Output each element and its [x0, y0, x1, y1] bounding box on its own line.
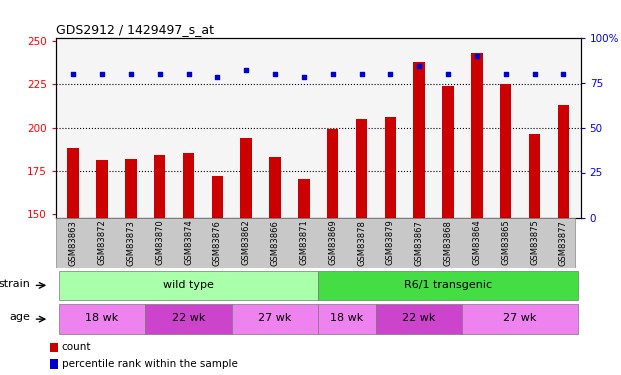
Point: [328, 70, 338, 76]
Text: 22 wk: 22 wk: [402, 314, 436, 324]
Bar: [376, 304, 463, 334]
Bar: [96, 160, 108, 218]
Bar: [270, 157, 281, 218]
Text: 18 wk: 18 wk: [330, 314, 364, 324]
Bar: [212, 176, 223, 218]
Bar: [125, 159, 137, 218]
Bar: [183, 153, 194, 218]
Point: [241, 67, 251, 73]
Text: percentile rank within the sample: percentile rank within the sample: [61, 359, 237, 369]
Text: GSM83878: GSM83878: [357, 220, 366, 266]
Bar: [68, 148, 79, 217]
Text: GSM83872: GSM83872: [97, 220, 107, 266]
Point: [97, 70, 107, 76]
Text: GSM83874: GSM83874: [184, 220, 193, 266]
Bar: [558, 105, 569, 218]
Text: GSM83863: GSM83863: [69, 220, 78, 266]
Text: GSM83877: GSM83877: [559, 220, 568, 266]
Bar: [318, 270, 578, 300]
Point: [356, 70, 366, 76]
Text: R6/1 transgenic: R6/1 transgenic: [404, 280, 492, 290]
Point: [184, 70, 194, 76]
Bar: [154, 155, 165, 218]
Point: [126, 70, 136, 76]
Text: age: age: [10, 312, 31, 322]
Text: wild type: wild type: [163, 280, 214, 290]
Point: [472, 53, 482, 58]
Text: GSM83865: GSM83865: [501, 220, 510, 266]
Bar: [384, 117, 396, 218]
Bar: [356, 119, 367, 218]
Point: [68, 70, 78, 76]
Bar: [59, 270, 318, 300]
Bar: [442, 86, 454, 218]
Text: GSM83870: GSM83870: [155, 220, 164, 266]
Text: GSM83862: GSM83862: [242, 220, 251, 266]
Point: [530, 70, 540, 76]
Bar: [59, 304, 145, 334]
Bar: [298, 179, 310, 218]
Bar: [414, 62, 425, 217]
Text: count: count: [61, 342, 91, 352]
Point: [443, 70, 453, 76]
Point: [270, 70, 280, 76]
Text: GSM83873: GSM83873: [126, 220, 135, 266]
Bar: [463, 304, 578, 334]
Bar: [471, 53, 483, 217]
Point: [414, 63, 424, 69]
Text: 22 wk: 22 wk: [172, 314, 205, 324]
Text: 27 wk: 27 wk: [258, 314, 292, 324]
Bar: [500, 84, 512, 218]
Text: GSM83879: GSM83879: [386, 220, 395, 266]
Bar: [528, 134, 540, 218]
Bar: [240, 138, 252, 218]
Point: [212, 74, 222, 80]
Bar: [145, 304, 232, 334]
Text: GSM83869: GSM83869: [328, 220, 337, 266]
Text: strain: strain: [0, 279, 31, 289]
Bar: [327, 129, 338, 218]
Point: [501, 70, 510, 76]
Text: GSM83876: GSM83876: [213, 220, 222, 266]
Point: [386, 70, 396, 76]
Text: GSM83871: GSM83871: [299, 220, 309, 266]
Text: 27 wk: 27 wk: [504, 314, 537, 324]
Point: [299, 74, 309, 80]
Text: GSM83864: GSM83864: [473, 220, 481, 266]
Text: 18 wk: 18 wk: [86, 314, 119, 324]
Bar: [50, 359, 58, 369]
Text: GSM83875: GSM83875: [530, 220, 539, 266]
Bar: [50, 343, 58, 352]
Point: [558, 70, 568, 76]
Text: GSM83868: GSM83868: [443, 220, 453, 266]
Point: [155, 70, 165, 76]
Text: GSM83866: GSM83866: [271, 220, 279, 266]
Text: GDS2912 / 1429497_s_at: GDS2912 / 1429497_s_at: [56, 22, 214, 36]
Bar: [318, 304, 376, 334]
Bar: [232, 304, 318, 334]
Text: GSM83867: GSM83867: [415, 220, 424, 266]
